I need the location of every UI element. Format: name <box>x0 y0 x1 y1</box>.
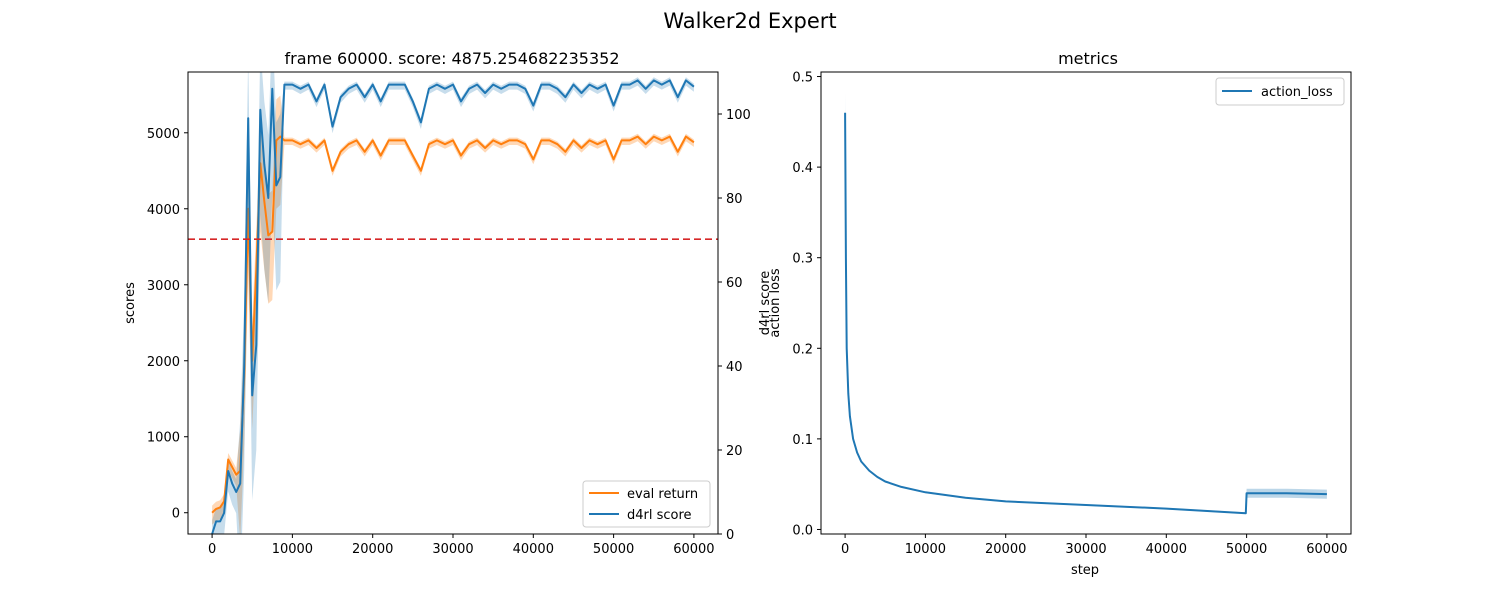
scores-x-tick-label: 50000 <box>593 542 634 557</box>
metrics-axes-frame <box>820 71 1352 535</box>
scores-y-tick-label: 1000 <box>147 431 180 446</box>
metrics-x-tick-label: 30000 <box>1065 542 1106 557</box>
d4rl-y-label: d4rl score <box>758 271 773 336</box>
scores-legend: eval return d4rl score <box>582 480 711 528</box>
scores-x-tick-label: 10000 <box>272 542 313 557</box>
metrics-y-tick-label: 0.4 <box>792 161 813 176</box>
metrics-panel: metrics action loss step 0 10000 20000 3000… <box>768 49 1352 578</box>
metrics-x-tick-label: 50000 <box>1226 542 1267 557</box>
metrics-panel-title: metrics <box>1058 49 1118 68</box>
metrics-x-tick-label: 20000 <box>985 542 1026 557</box>
scores-x-tick-label: 60000 <box>673 542 714 557</box>
scores-x-tick-label: 40000 <box>513 542 554 557</box>
scores-y-tick-label: 0 <box>172 507 180 522</box>
scores-y-tick-label: 4000 <box>147 203 180 218</box>
scores-panel-title: frame 60000. score: 4875.254682235352 <box>284 49 619 68</box>
action-loss-line <box>844 112 1327 515</box>
legend-action-loss-label: action_loss <box>1261 85 1333 100</box>
metrics-legend: action_loss <box>1215 77 1345 106</box>
scores-y-tick-label: 2000 <box>147 355 180 370</box>
scores-y-label: scores <box>123 282 138 324</box>
metrics-y-tick-label: 0.5 <box>792 71 813 86</box>
metrics-y-tick-label: 0.3 <box>792 252 813 267</box>
metrics-x-tick-label: 40000 <box>1146 542 1187 557</box>
metrics-y-tick-label: 0.1 <box>792 433 813 448</box>
figure-title: Walker2d Expert <box>663 9 836 33</box>
scores-y-tick-label: 5000 <box>147 127 180 142</box>
eval-return-band <box>212 95 694 534</box>
metrics-plot-area: 0 10000 20000 30000 40000 50000 60000 0.0 0.1 0.2… <box>792 71 1352 557</box>
scores-plot-area: 0 10000 20000 30000 40000 50000 60000010002000… <box>147 71 751 557</box>
scores-x-tick-label: 20000 <box>352 542 393 557</box>
d4rl-y-tick-label: 100 <box>726 108 751 123</box>
scores-panel: frame 60000. score: 4875.254682235352 sc… <box>123 49 773 557</box>
d4rl-y-tick-label: 20 <box>726 444 743 459</box>
d4rl-y-tick-label: 40 <box>726 360 743 375</box>
metrics-x-label: step <box>1071 563 1099 578</box>
d4rl-y-tick-label: 80 <box>726 192 743 207</box>
legend-d4rl-score-label: d4rl score <box>627 508 692 523</box>
scores-series-group <box>188 72 718 534</box>
legend-eval-return-label: eval return <box>627 487 698 502</box>
metrics-x-tick-label: 60000 <box>1306 542 1347 557</box>
action-loss-band <box>845 92 1327 514</box>
metrics-x-tick-label: 10000 <box>905 542 946 557</box>
eval-return-line <box>211 135 695 514</box>
metrics-legend-box <box>1215 77 1345 106</box>
metrics-x-tick-label: 0 <box>841 542 849 557</box>
d4rl-score-line <box>211 79 695 534</box>
metrics-y-label: action loss <box>768 268 783 337</box>
d4rl-y-tick-label: 60 <box>726 276 743 291</box>
metrics-series-group <box>844 92 1327 515</box>
scores-x-tick-label: 0 <box>208 542 216 557</box>
metrics-y-tick-label: 0.0 <box>792 523 813 538</box>
scores-y-tick-label: 3000 <box>147 279 180 294</box>
scores-x-tick-label: 30000 <box>432 542 473 557</box>
d4rl-y-tick-label: 0 <box>726 528 734 543</box>
metrics-y-tick-label: 0.2 <box>792 342 813 357</box>
